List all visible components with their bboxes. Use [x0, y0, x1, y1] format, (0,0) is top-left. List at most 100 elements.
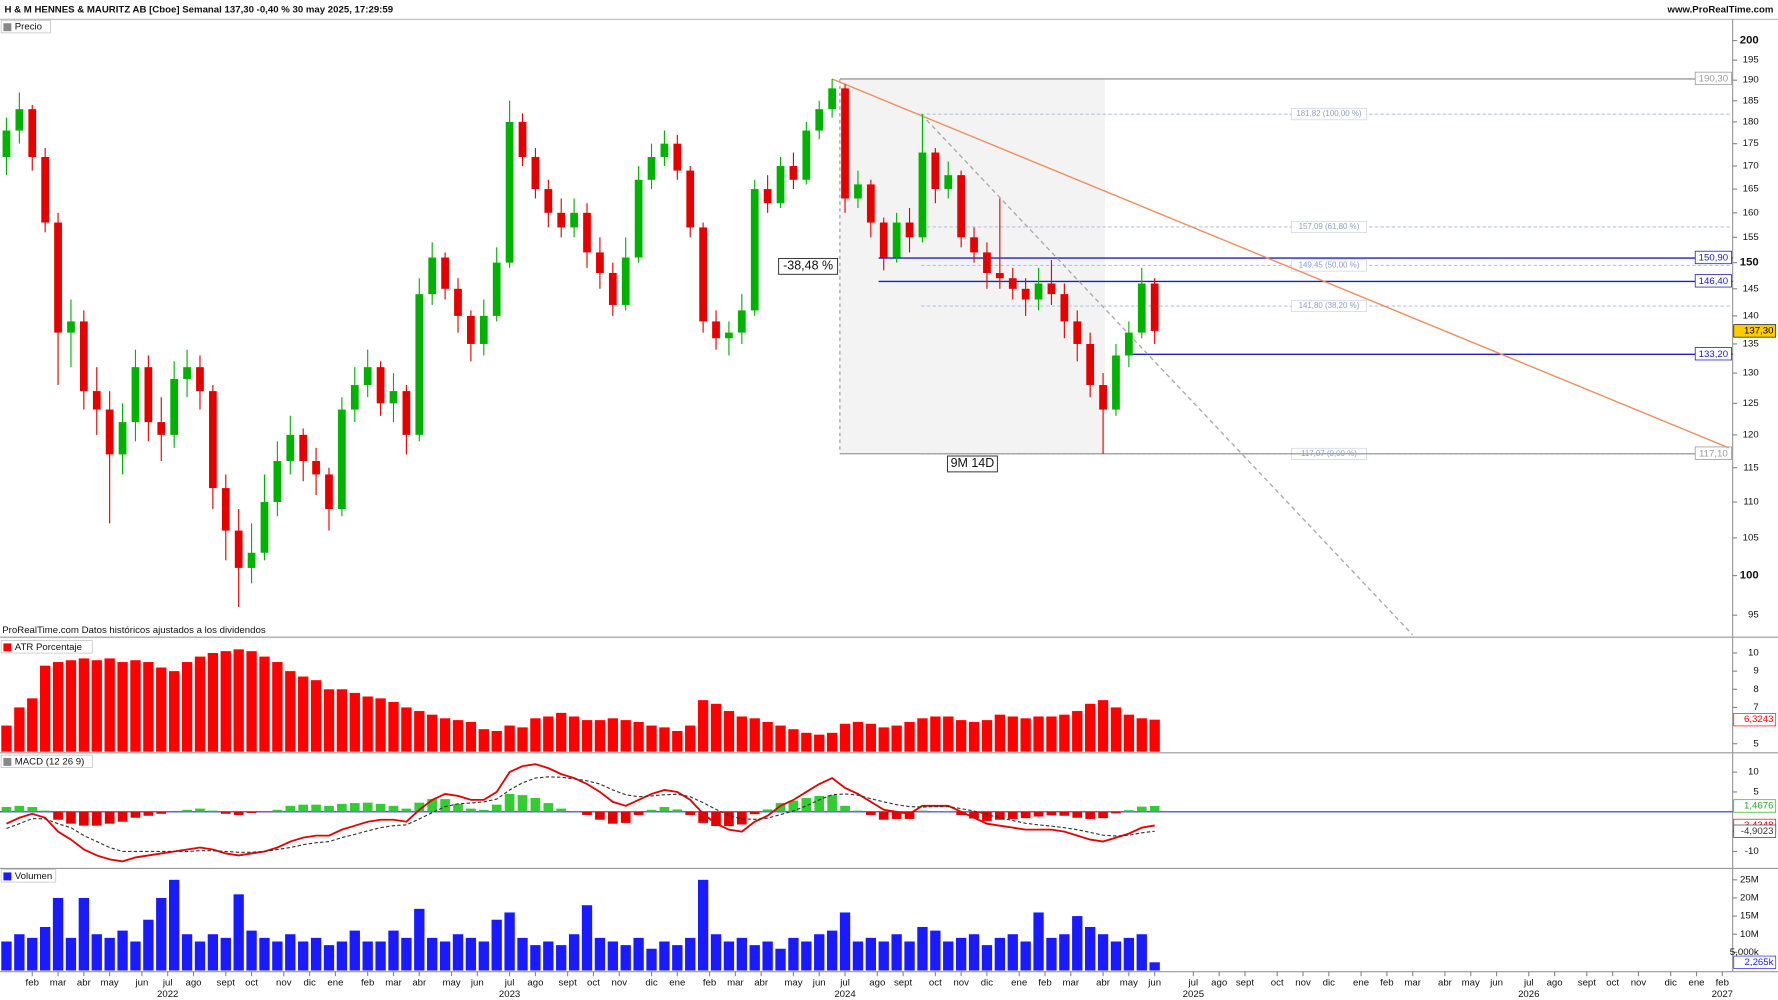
x-tick-label: may — [784, 978, 802, 989]
bar — [1123, 937, 1135, 971]
bar — [685, 937, 696, 971]
bar — [788, 937, 799, 971]
candle-body — [1112, 355, 1120, 410]
level-label-box — [1694, 274, 1732, 288]
last-value-label-box — [1733, 824, 1777, 838]
y-tick-label: 155 — [1743, 232, 1759, 243]
bar — [1136, 934, 1147, 971]
bar — [710, 934, 722, 971]
fib-label: 149,45 (50,00 %) — [1299, 261, 1360, 270]
bar — [659, 727, 670, 752]
histogram-bar — [53, 811, 63, 820]
candle-body — [776, 166, 785, 204]
level-label-box — [1694, 71, 1732, 86]
histogram-bar — [672, 809, 683, 812]
histogram-bar — [401, 808, 412, 812]
bar — [620, 720, 631, 752]
measure-label-box — [778, 257, 839, 275]
bar — [814, 734, 825, 752]
x-tick-label: nov — [1631, 978, 1647, 989]
candle-body — [389, 391, 398, 404]
bar — [14, 707, 25, 752]
histogram-bar — [117, 811, 128, 822]
histogram-bar — [272, 809, 283, 812]
histogram-bar — [1136, 806, 1147, 812]
bar — [130, 660, 141, 752]
bar — [27, 698, 38, 752]
bar — [1149, 719, 1160, 752]
y-tick-label: 8 — [1753, 684, 1758, 695]
bar — [504, 725, 515, 752]
bar — [994, 937, 1006, 971]
bar — [310, 937, 322, 971]
histogram-bar — [646, 809, 657, 812]
histogram-bar — [130, 811, 141, 818]
candle-body — [621, 257, 630, 305]
bar — [78, 897, 90, 971]
y-tick-label: 130 — [1743, 368, 1759, 379]
candle-body — [557, 212, 566, 228]
x-tick-label: mar — [1404, 978, 1421, 989]
candle-body — [467, 315, 475, 344]
x-tick-label: mar — [1063, 978, 1080, 989]
histogram-bar — [801, 797, 812, 812]
level-label: 190,30 — [1699, 74, 1728, 85]
histogram-bar — [453, 803, 463, 812]
histogram-bar — [388, 805, 399, 812]
x-tick-label: dic — [981, 978, 993, 989]
bar — [904, 721, 915, 752]
histogram-bar — [195, 808, 205, 812]
bar — [1072, 711, 1083, 752]
y-tick-label: 110 — [1743, 497, 1758, 508]
bar — [194, 656, 206, 752]
x-tick-label: ago — [527, 978, 543, 989]
bar — [801, 941, 812, 971]
histogram-bar — [427, 799, 438, 812]
panel-label-box — [0, 869, 57, 883]
histogram-bar — [749, 811, 760, 815]
last-value-label-box — [1733, 955, 1777, 969]
bar — [491, 731, 502, 752]
bar — [169, 879, 180, 971]
y-tick-label: 10M — [1740, 929, 1759, 940]
x-tick-label: may — [101, 978, 119, 989]
bar — [556, 712, 567, 752]
level-label-box — [1694, 347, 1732, 361]
bar — [52, 662, 64, 752]
x-tick-label: mar — [385, 978, 402, 989]
y-tick-label: 115 — [1743, 462, 1758, 473]
candle-body — [402, 391, 411, 435]
bar — [91, 934, 102, 971]
bar — [91, 660, 102, 752]
bar — [775, 948, 786, 971]
candle-body — [531, 157, 540, 190]
candle-body — [1021, 288, 1030, 300]
fib-label-box — [1291, 108, 1367, 121]
histogram-bar — [1059, 811, 1070, 816]
histogram-bar — [143, 811, 154, 816]
last-value-label: 1,4676 — [1744, 801, 1773, 812]
panel-label-icon — [3, 23, 12, 32]
bar — [298, 676, 309, 752]
fib-label-box — [1291, 220, 1367, 234]
bar — [1, 725, 12, 752]
candle-body — [841, 88, 849, 199]
candle-body — [608, 272, 617, 305]
histogram-bar — [517, 795, 528, 812]
panel-label-icon — [3, 643, 12, 652]
bar — [310, 680, 322, 752]
candle-body — [854, 184, 862, 199]
candle-body — [338, 409, 346, 510]
candle-body — [183, 367, 191, 380]
candle-body — [1073, 321, 1082, 344]
bar — [439, 941, 451, 971]
last-value-label: 2,265k — [1745, 957, 1774, 968]
candle-body — [196, 367, 204, 392]
histogram-bar — [711, 811, 721, 827]
candle-body — [944, 175, 953, 190]
histogram-bar — [956, 811, 966, 815]
candle-body — [596, 252, 604, 273]
x-tick-label: sept — [1578, 978, 1597, 989]
bar — [1110, 941, 1122, 971]
fib-label: 157,09 (61,80 %) — [1299, 222, 1360, 231]
